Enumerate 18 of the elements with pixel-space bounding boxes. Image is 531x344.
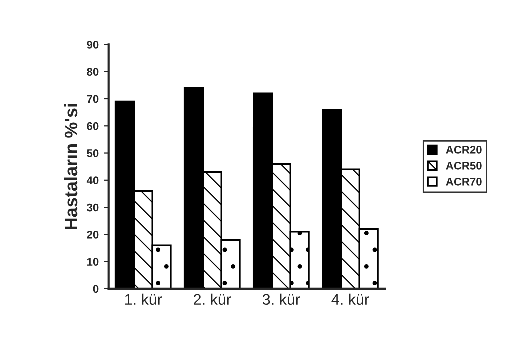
legend-label: ACR70 <box>446 178 482 186</box>
y-tick-label: 20 <box>87 230 99 239</box>
x-tick-label: 2. kür <box>194 294 232 306</box>
y-tick-label: 50 <box>87 150 99 158</box>
y-tick-label: 30 <box>87 204 99 212</box>
y-tick-label: 80 <box>87 68 99 76</box>
y-tick-label: 60 <box>87 122 99 130</box>
x-tick-label: 4. kür <box>332 294 370 306</box>
x-tick-label: 1. kür <box>125 294 162 306</box>
y-tick-label: 70 <box>87 95 99 104</box>
legend-label: ACR50 <box>446 162 482 170</box>
y-tick-label: 90 <box>87 40 99 49</box>
y-axis-title: Hastaların %'si <box>64 104 78 230</box>
y-tick-label: 40 <box>86 176 99 185</box>
y-tick-label: 0 <box>93 285 99 294</box>
legend-label: ACR20 <box>446 146 482 154</box>
y-tick-label: 10 <box>87 258 99 266</box>
x-tick-label: 3. kür <box>262 294 300 306</box>
